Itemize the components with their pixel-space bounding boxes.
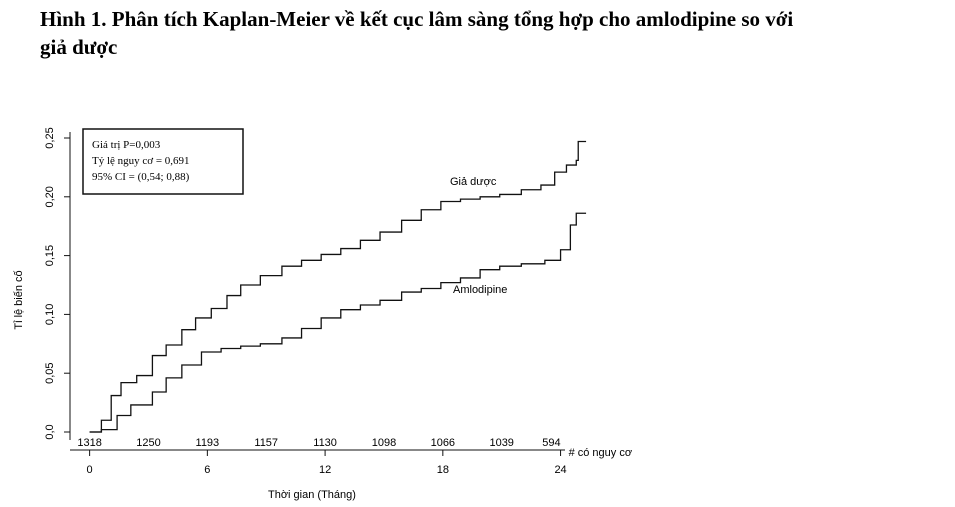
x-axis-label: Thời gian (Tháng) <box>268 489 356 501</box>
at-risk-count: 1318 <box>77 437 101 449</box>
at-risk-count: 1098 <box>372 437 396 449</box>
annotation: Tỷ lệ nguy cơ = 0,691 <box>92 155 190 167</box>
at-risk-count: 594 <box>542 437 560 449</box>
y-tick-label: 0,25 <box>44 127 56 148</box>
x-tick-label: 0 <box>87 464 93 476</box>
info-box <box>82 128 244 195</box>
x-tick-label: 12 <box>319 464 331 476</box>
y-tick-label: 0,15 <box>44 245 56 266</box>
x-tick-label: 6 <box>204 464 210 476</box>
x-tick-label: 24 <box>554 464 566 476</box>
figure-title: Hình 1. Phân tích Kaplan-Meier về kết cụ… <box>40 7 793 31</box>
series-label: Giả dược <box>450 176 497 188</box>
annotation: Giá trị P=0,003 <box>92 139 161 151</box>
km-curve <box>89 212 587 433</box>
y-tick-label: 0,10 <box>44 304 56 325</box>
y-tick-label: 0,20 <box>44 186 56 207</box>
y-axis-label: Tỉ lệ biến cố <box>13 270 25 329</box>
y-tick-label: 0,05 <box>44 362 56 383</box>
at-risk-count: 1157 <box>254 437 278 449</box>
at-risk-count: 1130 <box>313 437 337 449</box>
at-risk-count: 1193 <box>196 437 220 449</box>
annotation: 95% CI = (0,54; 0,88) <box>92 171 190 183</box>
figure-title-continued: giả dược <box>40 35 117 59</box>
km-curve <box>89 140 587 433</box>
at-risk-count: 1250 <box>136 437 160 449</box>
y-tick-label: 0,0 <box>44 424 56 439</box>
x-tick-label: 18 <box>437 464 449 476</box>
at-risk-count: 1066 <box>431 437 455 449</box>
series-label: Amlodipine <box>453 284 507 296</box>
at-risk-count: 1039 <box>489 437 513 449</box>
at-risk-label: # có nguy cơ <box>569 447 632 459</box>
